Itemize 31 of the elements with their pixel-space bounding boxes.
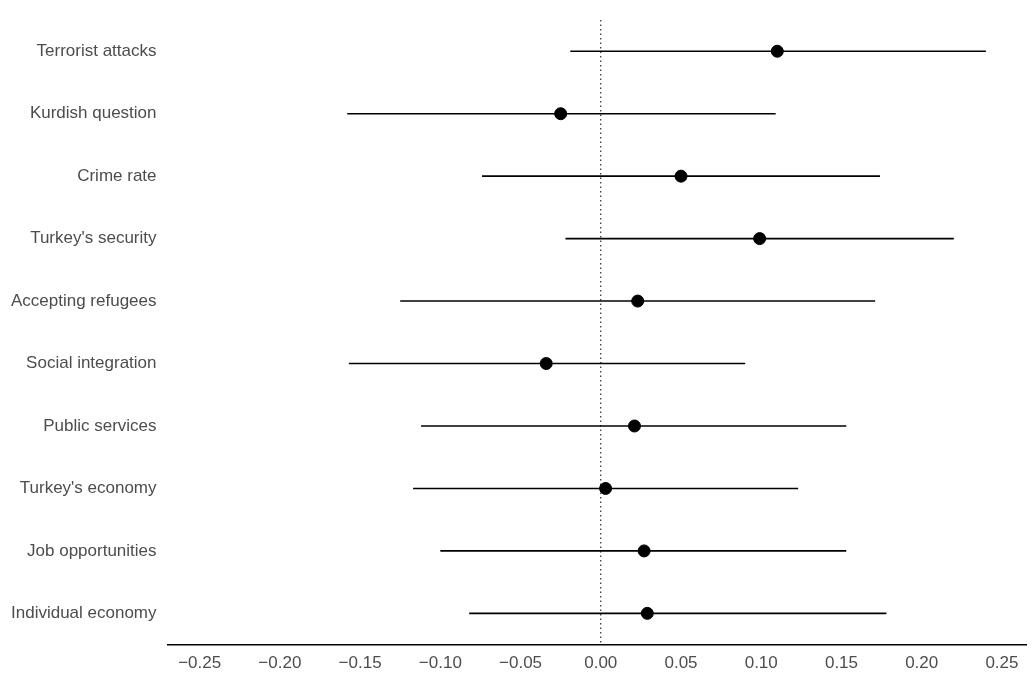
point [637, 544, 651, 558]
point [631, 294, 645, 308]
point [539, 357, 553, 371]
point [753, 232, 767, 246]
x-tick-label: 0.20 [905, 653, 939, 673]
x-tick-label: −0.10 [418, 653, 462, 673]
y-tick-label: Terrorist attacks [36, 40, 157, 60]
point [640, 606, 654, 620]
y-tick-label: Turkey's security [30, 228, 158, 248]
x-tick-label: −0.20 [258, 653, 302, 673]
x-tick-label: 0.05 [664, 653, 698, 673]
x-tick-label: −0.25 [178, 653, 222, 673]
point [770, 44, 784, 58]
x-tick-label: 0.25 [985, 653, 1019, 673]
x-tick-label: −0.05 [499, 653, 543, 673]
x-tick-label: 0.15 [824, 653, 859, 673]
point [599, 481, 613, 495]
y-tick-label: Social integration [26, 353, 157, 373]
y-tick-label: Job opportunities [27, 540, 157, 560]
point [554, 107, 568, 121]
x-tick-label: 0.10 [744, 653, 778, 673]
y-tick-label: Crime rate [77, 165, 157, 185]
y-tick-label: Turkey's economy [19, 478, 158, 498]
y-tick-label: Individual economy [11, 603, 158, 623]
y-tick-label: Accepting refugees [10, 290, 157, 310]
y-tick-label: Kurdish question [29, 103, 157, 123]
x-tick-label: −0.15 [338, 653, 382, 673]
x-tick-label: 0.00 [584, 653, 618, 673]
point [674, 169, 688, 183]
y-tick-label: Public services [43, 415, 157, 435]
point [627, 419, 641, 433]
